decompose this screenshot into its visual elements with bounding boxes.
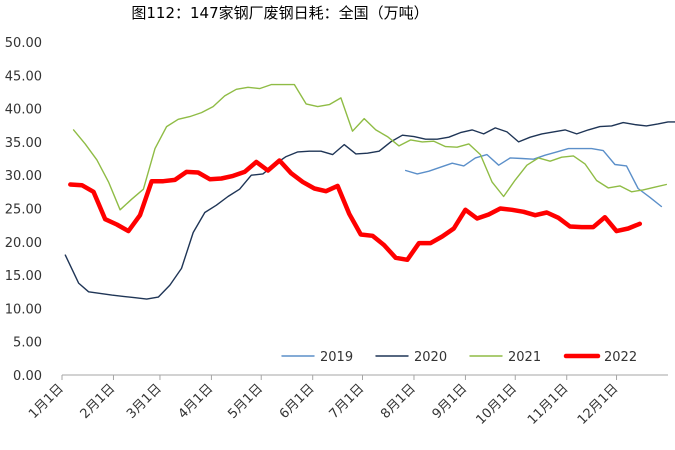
y-tick-label: 20.00 [5,236,42,251]
y-tick-label: 50.00 [5,36,42,51]
x-tick-label: 1月1日 [26,381,67,422]
chart-title: 图112：147家钢厂废钢日耗：全国（万吨） [131,4,429,22]
y-tick-label: 5.00 [13,336,42,351]
x-axis-tick-labels: 1月1日 2月1日 3月1日 4月1日 5月1日 6月1日 7月1日 8月1日 9月1日 10月1… [26,381,621,428]
legend-label-2022: 2022 [604,350,637,365]
x-tick-label: 7月1日 [327,381,368,422]
y-tick-label: 45.00 [5,69,42,84]
x-tick-label: 3月1日 [124,381,165,422]
x-tick-label: 10月1日 [474,381,521,428]
series-lines [64,83,675,300]
x-tick-label: 6月1日 [277,381,318,422]
legend-label-2020: 2020 [414,350,447,365]
y-tick-label: 15.00 [5,269,42,284]
x-tick-label: 5月1日 [225,381,266,422]
legend-label-2019: 2019 [320,350,353,365]
x-tick-label: 9月1日 [430,381,471,422]
series-line-2021 [72,83,667,211]
series-line-2022 [68,158,643,263]
x-tick-label: 4月1日 [176,381,217,422]
y-tick-label: 10.00 [5,302,42,317]
y-tick-label: 30.00 [5,169,42,184]
legend: 2019 2020 2021 2022 [281,350,637,365]
x-tick-label: 8月1日 [378,381,419,422]
x-tick-label: 2月1日 [78,381,119,422]
y-axis-tick-labels: 0.00 5.00 10.00 15.00 20.00 25.00 30.00 35.00 40… [5,36,42,384]
axes [61,374,668,380]
y-tick-label: 40.00 [5,103,42,118]
y-tick-label: 35.00 [5,136,42,151]
series-line-2020 [64,121,675,300]
x-tick-label: 12月1日 [575,381,622,428]
x-tick-label: 11月1日 [525,381,572,428]
y-tick-label: 0.00 [13,369,42,384]
series-line-2019 [405,147,663,208]
legend-label-2021: 2021 [508,350,541,365]
y-tick-label: 25.00 [5,203,42,218]
